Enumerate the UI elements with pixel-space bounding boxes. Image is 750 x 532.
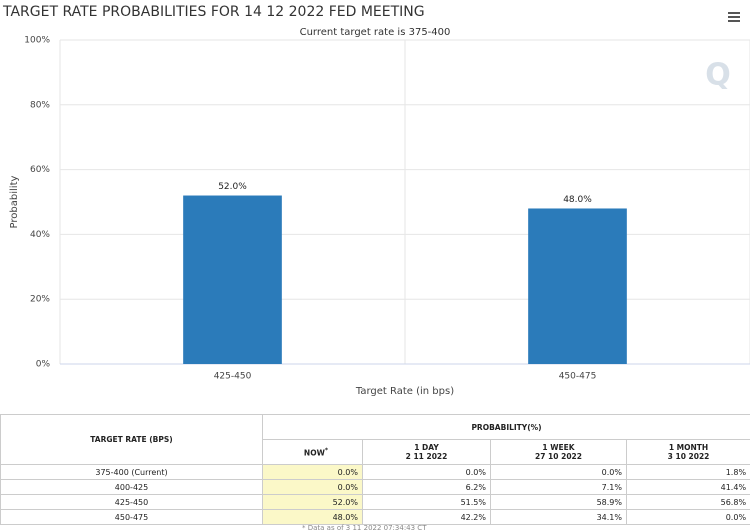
x-tick-label: 425-450 <box>214 372 252 382</box>
data-label: 52.0% <box>218 182 247 192</box>
probability-table: TARGET RATE (BPS)PROBABILITY(%) NOW* 1 DAY… <box>0 414 750 525</box>
chart-title: TARGET RATE PROBABILITIES FOR 14 12 2022… <box>2 4 425 20</box>
rate-cell: 400-425 <box>1 480 263 495</box>
probability-cell: 0.0% <box>263 480 363 495</box>
probability-cell: 0.0% <box>363 465 491 480</box>
y-tick-label: 100% <box>24 36 50 46</box>
column-title: NOW* <box>267 447 328 458</box>
probability-cell: 48.0% <box>263 510 363 525</box>
probability-cell: 56.8% <box>627 495 750 510</box>
y-tick-label: 0% <box>36 360 51 370</box>
rate-cell: 375-400 (Current) <box>1 465 263 480</box>
y-tick-label: 40% <box>30 230 50 240</box>
x-tick-label: 450-475 <box>559 372 597 382</box>
column-title: 1 WEEK <box>495 443 622 452</box>
probability-cell: 0.0% <box>263 465 363 480</box>
probability-cell: 34.1% <box>491 510 627 525</box>
column-title: 1 MONTH <box>631 443 746 452</box>
probability-cell: 51.5% <box>363 495 491 510</box>
header-cell: TARGET RATE (BPS) <box>1 415 263 465</box>
probability-cell: 0.0% <box>627 510 750 525</box>
table-row: 375-400 (Current)0.0%0.0%0.0%1.8% <box>1 465 750 480</box>
bar <box>183 196 282 364</box>
header-row: TARGET RATE (BPS)PROBABILITY(%) <box>1 415 750 440</box>
chart: TARGET RATE PROBABILITIES FOR 14 12 2022… <box>0 0 750 410</box>
column-date: 3 10 2022 <box>631 452 746 461</box>
bar <box>528 208 627 364</box>
probability-cell: 41.4% <box>627 480 750 495</box>
column-note: * <box>325 447 328 454</box>
data-label: 48.0% <box>563 195 592 205</box>
logo: Q <box>705 58 731 93</box>
probability-cell: 52.0% <box>263 495 363 510</box>
column-date: 2 11 2022 <box>367 452 486 461</box>
header-cell: PROBABILITY(%) <box>263 415 750 440</box>
x-axis-label: Target Rate (in bps) <box>355 386 454 397</box>
probability-cell: 6.2% <box>363 480 491 495</box>
probability-cell: 0.0% <box>491 465 627 480</box>
column-date: 27 10 2022 <box>495 452 622 461</box>
probability-cell: 58.9% <box>491 495 627 510</box>
chart-subtitle: Current target rate is 375-400 <box>300 27 451 38</box>
y-axis-label: Probability <box>9 175 20 228</box>
header-cell: NOW* <box>263 440 363 465</box>
rate-cell: 425-450 <box>1 495 263 510</box>
y-tick-label: 60% <box>30 165 50 175</box>
rate-cell: 450-475 <box>1 510 263 525</box>
y-tick-label: 80% <box>30 100 50 110</box>
column-title: 1 DAY <box>367 443 486 452</box>
probability-cell: 7.1% <box>491 480 627 495</box>
probability-cell: 1.8% <box>627 465 750 480</box>
probability-cell: 42.2% <box>363 510 491 525</box>
y-tick-label: 20% <box>30 295 50 305</box>
menu-icon[interactable] <box>728 12 740 22</box>
